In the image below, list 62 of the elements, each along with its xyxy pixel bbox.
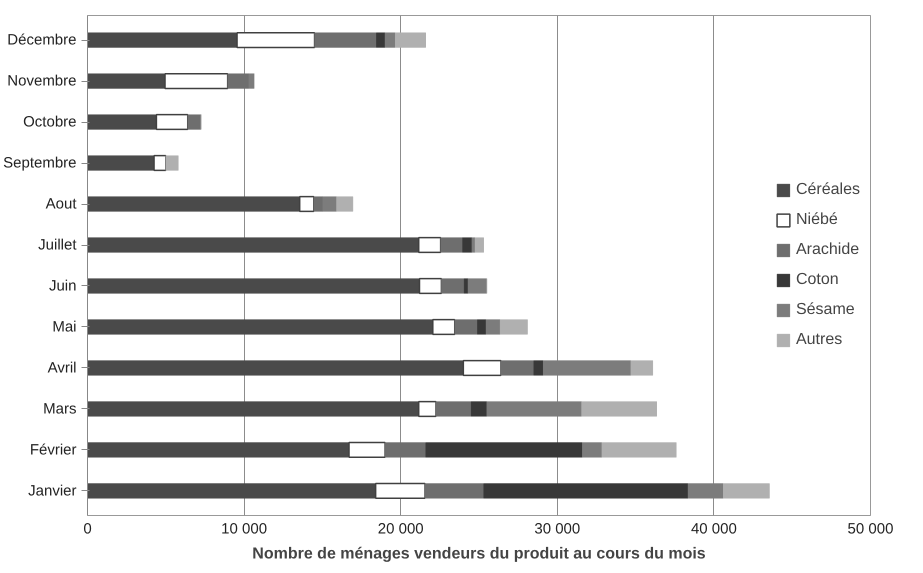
x-tick-label: 40 000 xyxy=(690,520,737,538)
bar xyxy=(394,32,426,48)
bar xyxy=(486,401,582,417)
legend-label: Sésame xyxy=(796,301,855,319)
bar xyxy=(376,32,386,48)
bar xyxy=(384,32,396,48)
bar xyxy=(477,319,486,335)
bar xyxy=(534,360,544,376)
y-tick-label: Décembre xyxy=(7,32,77,49)
bar xyxy=(227,73,250,89)
bar xyxy=(723,483,770,499)
bar xyxy=(187,114,202,130)
x-tick-label: 50 000 xyxy=(848,520,894,538)
bar xyxy=(314,196,323,212)
bar xyxy=(426,442,583,458)
bar xyxy=(424,483,484,499)
bar xyxy=(436,401,472,417)
bar xyxy=(248,73,255,89)
bar xyxy=(581,401,657,417)
y-tick-label: Juillet xyxy=(38,236,78,254)
bar xyxy=(322,196,337,212)
bar xyxy=(470,401,488,417)
y-tick-label: Juin xyxy=(48,277,77,294)
x-tick-label: 0 xyxy=(83,520,92,538)
bar xyxy=(454,319,478,335)
bar xyxy=(384,442,426,458)
legend-label: Niébé xyxy=(796,211,838,229)
bar xyxy=(314,32,377,48)
x-axis-title: Nombre de ménages vendeurs du produit au cours du mois xyxy=(252,546,706,562)
x-tick-label: 30 000 xyxy=(534,520,580,538)
bar xyxy=(468,278,488,294)
bar xyxy=(462,237,472,253)
bar xyxy=(486,319,500,335)
bar xyxy=(630,360,654,376)
y-tick-label: Janvier xyxy=(28,482,77,500)
bar xyxy=(500,319,528,335)
y-tick-label: Aout xyxy=(46,196,78,213)
bar xyxy=(440,237,463,253)
y-tick-label: Février xyxy=(30,441,77,458)
y-tick-label: Septembre xyxy=(3,154,76,172)
y-tick-label: Mai xyxy=(52,318,76,336)
y-tick-label: Mars xyxy=(43,400,77,418)
bar xyxy=(688,483,724,499)
x-tick-label: 10 000 xyxy=(221,520,268,538)
bar xyxy=(474,237,484,253)
bar xyxy=(483,483,688,499)
bar xyxy=(602,442,677,458)
bar xyxy=(542,360,632,376)
bar xyxy=(472,237,476,253)
y-tick-label: Octobre xyxy=(23,114,76,131)
bar xyxy=(441,278,464,294)
y-tick-label: Novembre xyxy=(7,72,77,90)
y-tick-label: Avril xyxy=(48,359,77,376)
bar xyxy=(336,196,354,212)
legend-label: Coton xyxy=(796,271,839,289)
x-tick-label: 20 000 xyxy=(378,520,424,538)
bar xyxy=(166,155,179,171)
bar xyxy=(500,360,534,376)
bar xyxy=(582,442,602,458)
legend-label: Autres xyxy=(796,331,842,349)
legend-label: Arachide xyxy=(796,241,860,259)
legend-label: Céréales xyxy=(796,181,860,199)
